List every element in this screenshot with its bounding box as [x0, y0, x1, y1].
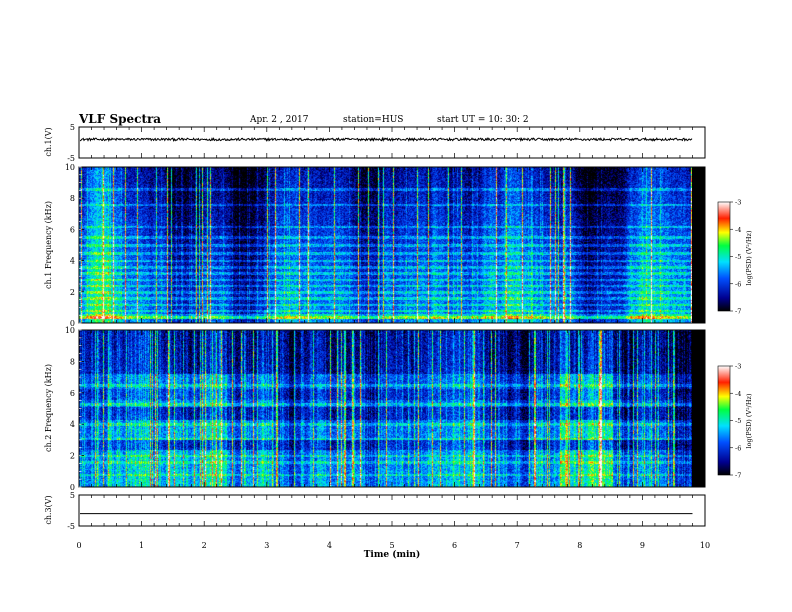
y-tick-label: 10	[65, 326, 75, 335]
x-tick-label: 6	[452, 541, 457, 550]
y-tick-label: 0	[70, 319, 75, 328]
colorbar-tick-label: -7	[735, 308, 741, 316]
y-tick-label: 0	[70, 483, 75, 492]
y-tick-label: 8	[70, 194, 75, 203]
date-label: Apr. 2 , 2017	[250, 115, 309, 125]
colorbar-tick-label: -4	[735, 226, 741, 234]
figure-title: VLF Spectra	[79, 112, 162, 126]
station-label: station=HUS	[343, 115, 404, 125]
panel-ch1-waveform: 5 -5	[67, 123, 706, 163]
x-tick-label: 1	[139, 541, 144, 550]
colorbar-tick-label: -4	[735, 390, 741, 398]
y-tick-label: 5	[70, 123, 75, 132]
colorbar-ch2: -3 -4 -5 -6 -7 log(PSD) (V²/Hz)	[717, 363, 753, 480]
colorbar-tick-label: -6	[735, 280, 741, 288]
y-tick-label: 5	[70, 491, 75, 500]
x-tick-label: 10	[700, 541, 710, 550]
colorbar-tick-label: -5	[735, 417, 741, 425]
y-tick-label: 6	[70, 389, 75, 398]
x-tick-label: 5	[389, 541, 394, 550]
x-tick-label: 2	[202, 541, 207, 550]
ylabel-ch1-frequency: ch.1 Frequency (kHz)	[44, 201, 53, 289]
ch1-waveform-trace	[79, 136, 693, 143]
ylabel-ch1: ch.1(V)	[44, 127, 53, 156]
ch1-spectrogram-image	[79, 167, 692, 323]
ylabel-ch3: ch.3(V)	[44, 495, 53, 524]
y-tick-label: 4	[70, 257, 75, 266]
y-tick-label: 6	[70, 225, 75, 234]
y-tick-label: -5	[67, 522, 75, 531]
y-tick-label: 2	[70, 452, 75, 461]
y-tick-label: 8	[70, 357, 75, 366]
x-tick-label: 9	[640, 541, 645, 550]
x-tick-label: 4	[327, 541, 332, 550]
y-tick-label: 10	[65, 163, 75, 172]
y-tick-label: -5	[67, 154, 75, 163]
colorbar-tick-label: -5	[735, 253, 741, 261]
colorbar-ch1-label: log(PSD) (V²/Hz)	[745, 230, 753, 285]
ch2-spectrogram-image	[79, 330, 692, 487]
start-time-label: start UT = 10: 30: 2	[437, 115, 529, 125]
colorbar-tick-label: -3	[735, 199, 741, 207]
colorbar-tick-label: -3	[735, 363, 741, 371]
colorbar-tick-label: -6	[735, 444, 741, 452]
x-tick-label: 8	[577, 541, 582, 550]
x-tick-label: 0	[76, 541, 81, 550]
y-tick-label: 4	[70, 420, 75, 429]
y-tick-label: 2	[70, 288, 75, 297]
x-tick-label: 7	[515, 541, 520, 550]
panel-ch1-spectrogram: 0 2 4 6 8 10	[65, 163, 706, 328]
colorbar-ch2-label: log(PSD) (V²/Hz)	[745, 393, 753, 448]
panel-ch3-waveform: 5 -5	[67, 491, 706, 531]
ylabel-ch2-frequency: ch.2 Frequency (kHz)	[44, 364, 53, 452]
colorbar-ch1: -3 -4 -5 -6 -7 log(PSD) (V²/Hz)	[717, 199, 753, 316]
xaxis-label: Time (min)	[364, 549, 421, 560]
colorbar-tick-label: -7	[735, 472, 741, 480]
x-tick-label: 3	[264, 541, 269, 550]
panel-ch2-spectrogram: 0 2 4 6 8 10	[65, 326, 706, 492]
